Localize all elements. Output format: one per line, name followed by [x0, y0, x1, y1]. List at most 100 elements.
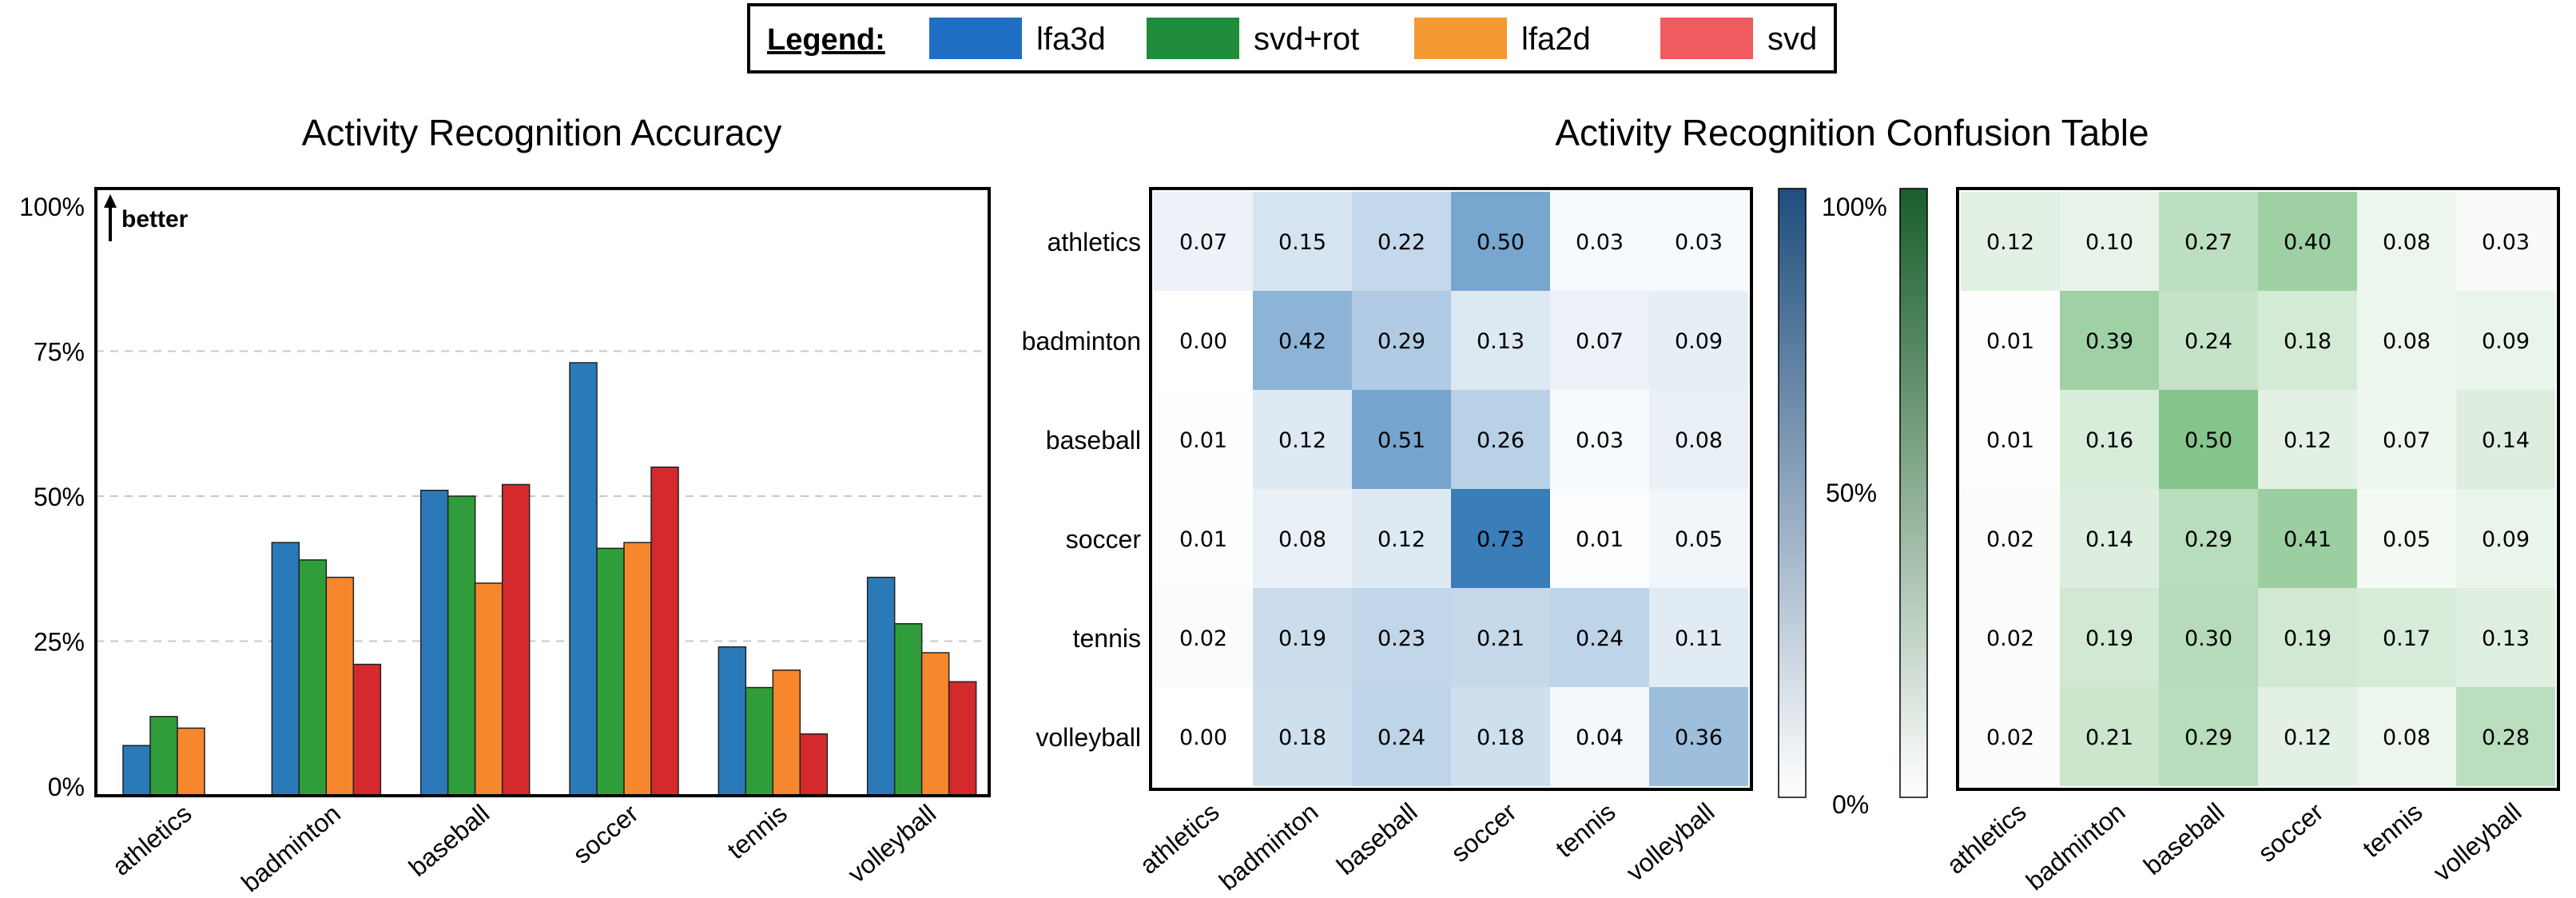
- row-label: baseball: [1046, 426, 1141, 455]
- cell-value: 0.08: [2383, 725, 2431, 750]
- cell-value: 0.24: [2184, 329, 2232, 354]
- bar-chart: Activity Recognition Accuracy 0% 25% 50% 75…: [19, 112, 991, 897]
- up-arrowhead-icon: [104, 194, 117, 208]
- legend-label-svd: svd: [1767, 22, 1817, 57]
- heatmap-cell: [1352, 291, 1451, 390]
- legend-label-lfa2d: lfa2d: [1521, 22, 1591, 57]
- cell-value: 0.05: [1675, 527, 1723, 552]
- heatmap-cell: [1253, 291, 1352, 390]
- cell-value: 0.12: [2284, 725, 2332, 750]
- cell-value: 0.12: [1986, 230, 2034, 255]
- cell-value: 0.19: [1278, 626, 1326, 651]
- bar-chart-frame: [94, 187, 991, 797]
- cell-value: 0.15: [1278, 230, 1326, 255]
- colorbar-min-label: 0%: [1832, 790, 1869, 819]
- heatmap-cell: [1352, 192, 1451, 291]
- heatmap-frame: [1149, 187, 1753, 791]
- heatmap-cell: [1961, 390, 2060, 489]
- heatmap-cell: [2060, 390, 2159, 489]
- bar-volleyball-svd+rot: [893, 622, 923, 797]
- row-label: tennis: [1073, 624, 1141, 653]
- bar-tennis-svd+rot: [745, 686, 774, 797]
- cell-value: 0.11: [1675, 626, 1723, 651]
- bar-soccer-svd: [650, 466, 679, 797]
- heatmap-cell: [2357, 489, 2456, 588]
- cell-value: 0.08: [2383, 329, 2431, 354]
- heatmap-cell: [1649, 687, 1748, 786]
- cell-value: 0.17: [2383, 626, 2431, 651]
- bar-chart-y-ticks: 0% 25% 50% 75% 100%: [19, 193, 85, 801]
- cell-value: 0.04: [1576, 725, 1624, 750]
- cell-value: 0.12: [1278, 428, 1326, 453]
- cell-value: 0.12: [2284, 428, 2332, 453]
- cell-value: 0.19: [2284, 626, 2332, 651]
- cell-value: 0.24: [1576, 626, 1624, 651]
- cell-value: 0.02: [1986, 527, 2034, 552]
- heatmap-cell: [2159, 390, 2258, 489]
- bar-chart-gridlines: [96, 350, 989, 642]
- heatmap-cell: [2060, 588, 2159, 687]
- heatmap-cell: [1253, 588, 1352, 687]
- heatmap-cell: [2258, 390, 2357, 489]
- heatmap-cell: [2258, 489, 2357, 588]
- cell-value: 0.18: [2284, 329, 2332, 354]
- heatmap-cell: [2357, 687, 2456, 786]
- bar-athletics-svd+rot: [149, 716, 178, 797]
- legend-entries: lfa3d svd+rot lfa2d svd: [929, 18, 1817, 59]
- bar-badminton-lfa2d: [325, 576, 355, 797]
- col-label: badminton: [1214, 797, 1324, 896]
- cell-value: 0.29: [2184, 725, 2232, 750]
- cell-value: 0.14: [2085, 527, 2133, 552]
- heatmap-cell: [2456, 192, 2555, 291]
- heatmap-cell: [2357, 192, 2456, 291]
- col-label: badminton: [2021, 797, 2131, 896]
- cell-value: 0.09: [1675, 329, 1723, 354]
- cell-value: 0.00: [1179, 329, 1227, 354]
- bar-tennis-lfa3d: [718, 646, 747, 797]
- heatmap-cell: [1451, 489, 1550, 588]
- legend-label-lfa3d: lfa3d: [1036, 22, 1106, 57]
- legend-swatch-lfa2d: [1414, 18, 1507, 59]
- heatmap-cell: [1253, 192, 1352, 291]
- bar-volleyball-svd: [948, 681, 977, 797]
- heatmap-frame: [1956, 187, 2560, 791]
- cell-value: 0.41: [2284, 527, 2332, 552]
- heatmap-cell: [1154, 588, 1253, 687]
- legend-label-svd+rot: svd+rot: [1254, 22, 1359, 57]
- cell-value: 0.10: [2085, 230, 2133, 255]
- heatmap-cell: [2357, 588, 2456, 687]
- colorbar-green: [1899, 188, 1928, 798]
- cell-value: 0.24: [1377, 725, 1425, 750]
- heatmap-cell: [2456, 687, 2555, 786]
- cell-value: 0.02: [1986, 626, 2034, 651]
- heatmap-cell: [2258, 588, 2357, 687]
- bar-chart-title: Activity Recognition Accuracy: [302, 112, 782, 153]
- cell-value: 0.50: [1477, 230, 1525, 255]
- cell-value: 0.30: [2184, 626, 2232, 651]
- bar-badminton-svd+rot: [298, 559, 328, 797]
- colorbar-max-label: 100%: [1822, 193, 1887, 221]
- col-label: athletics: [1941, 797, 2031, 880]
- cell-value: 0.07: [2383, 428, 2431, 453]
- heatmap-cell: [1961, 291, 2060, 390]
- heatmap-cell: [2258, 687, 2357, 786]
- heatmap-cell: [1451, 588, 1550, 687]
- heatmap-cell: [1550, 291, 1649, 390]
- x-tick-label: athletics: [106, 799, 197, 881]
- x-tick-label: baseball: [403, 799, 495, 882]
- col-label: baseball: [2138, 797, 2229, 880]
- cell-value: 0.14: [2482, 428, 2530, 453]
- heatmap-cell: [2159, 489, 2258, 588]
- heatmap-cell: [2258, 291, 2357, 390]
- cell-value: 0.05: [2383, 527, 2431, 552]
- cell-value: 0.23: [1377, 626, 1425, 651]
- heatmap-cell: [1550, 489, 1649, 588]
- heatmap-cell: [1352, 687, 1451, 786]
- legend-swatch-lfa3d: [929, 18, 1022, 59]
- cell-value: 0.22: [1377, 230, 1425, 255]
- cell-value: 0.07: [1576, 329, 1624, 354]
- row-label: badminton: [1022, 327, 1141, 356]
- cell-value: 0.29: [1377, 329, 1425, 354]
- confusion-heatmap-green: 0.12 0.10 0.27 0.40 0.08 0.03 0.01 0.39 0.24 0.18…: [1941, 187, 2560, 896]
- heatmap-cell: [1550, 192, 1649, 291]
